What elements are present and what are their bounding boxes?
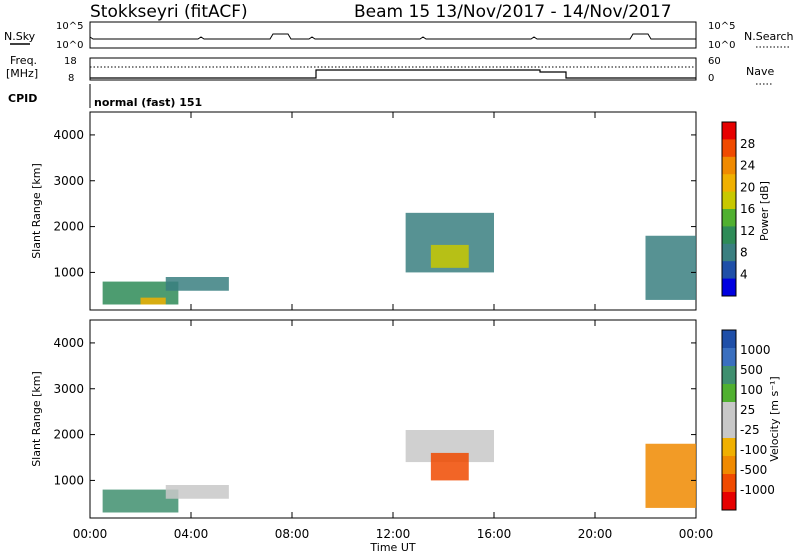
colorbar-tick-label: 100 bbox=[740, 383, 763, 397]
colorbar-tick-label: 8 bbox=[740, 246, 748, 260]
echo-region bbox=[102, 489, 179, 513]
colorbar-swatch bbox=[722, 456, 736, 475]
freq-unit: [MHz] bbox=[6, 67, 38, 80]
x-tick-label: 00:00 bbox=[73, 527, 108, 541]
nsky-trace bbox=[89, 33, 696, 43]
echo-region bbox=[165, 277, 229, 291]
colorbar-tick-label: -25 bbox=[740, 423, 760, 437]
colorbar-frame bbox=[721, 329, 737, 511]
nave-label: Nave bbox=[746, 65, 774, 78]
echo-region bbox=[430, 452, 469, 481]
velocity-ylabel: Slant Range [km] bbox=[30, 371, 43, 467]
nsky-tick-bottom: 10^0 bbox=[56, 40, 83, 51]
echo-region bbox=[430, 244, 469, 268]
colorbar-swatch bbox=[722, 348, 736, 367]
station-title: Stokkseyri (fitACF) bbox=[90, 2, 248, 22]
nsky-label: N.Sky bbox=[4, 30, 36, 43]
power-panel: 1000 2000 3000 4000 Slant Range [km] bbox=[30, 111, 697, 311]
time-xlabel: Time UT bbox=[369, 541, 415, 554]
colorbar-tick-label: 25 bbox=[740, 403, 755, 417]
x-tick-label: 20:00 bbox=[578, 527, 613, 541]
y-tick-label: 4000 bbox=[53, 336, 84, 350]
power-ylabel: Slant Range [km] bbox=[30, 163, 43, 259]
colorbar-tick-label: -1000 bbox=[740, 483, 775, 497]
colorbar-swatch bbox=[722, 402, 736, 421]
colorbar-swatch bbox=[722, 384, 736, 403]
colorbar-tick-label: 16 bbox=[740, 202, 755, 216]
nsearch-tick-bottom: 10^0 bbox=[708, 40, 735, 51]
power-echo-group bbox=[102, 212, 696, 305]
freq-panel bbox=[89, 57, 697, 81]
colorbar-swatch bbox=[722, 474, 736, 493]
y-tick-label: 2000 bbox=[53, 220, 84, 234]
y-tick-label: 1000 bbox=[53, 473, 84, 487]
x-tick-label: 16:00 bbox=[477, 527, 512, 541]
freq-tick-bottom: 8 bbox=[68, 73, 74, 84]
power-y-axis: 1000 2000 3000 4000 bbox=[53, 128, 696, 279]
power-colorbar: 28 24 20 16 12 8 4 bbox=[721, 121, 755, 297]
y-tick-label: 1000 bbox=[53, 265, 84, 279]
colorbar-swatch bbox=[722, 174, 736, 193]
nave-tick-top: 60 bbox=[708, 56, 721, 67]
colorbar-swatch bbox=[722, 366, 736, 385]
velocity-colorbar: 1000 500 100 25 -25 -100 -500 -1000 bbox=[721, 329, 775, 511]
colorbar-tick-label: -100 bbox=[740, 443, 767, 457]
power-colorbar-label: Power [dB] bbox=[758, 181, 771, 241]
freq-tick-top: 18 bbox=[64, 56, 77, 67]
time-x-axis: 00:00 04:00 08:00 12:00 16:00 20:00 00:00 bbox=[73, 112, 714, 541]
x-tick-label: 00:00 bbox=[679, 527, 714, 541]
colorbar-swatch bbox=[722, 420, 736, 439]
y-tick-label: 3000 bbox=[53, 174, 84, 188]
colorbar-swatch bbox=[722, 243, 736, 262]
nsearch-tick-top: 10^5 bbox=[708, 21, 735, 32]
nave-tick-bottom: 0 bbox=[708, 73, 714, 84]
echo-region bbox=[645, 235, 696, 300]
colorbar-tick-label: 4 bbox=[740, 267, 748, 281]
colorbar-tick-label: -500 bbox=[740, 463, 767, 477]
nsky-tick-top: 10^5 bbox=[56, 21, 83, 32]
cpid-value: normal (fast) 151 bbox=[94, 96, 202, 109]
colorbar-swatch bbox=[722, 139, 736, 158]
x-tick-label: 08:00 bbox=[275, 527, 310, 541]
nsky-panel bbox=[89, 21, 697, 49]
beam-date-title: Beam 15 13/Nov/2017 - 14/Nov/2017 bbox=[354, 2, 672, 22]
x-tick-label: 12:00 bbox=[376, 527, 411, 541]
velocity-y-axis: 1000 2000 3000 4000 bbox=[53, 336, 696, 487]
freq-label: Freq. bbox=[10, 54, 37, 67]
colorbar-tick-label: 500 bbox=[740, 363, 763, 377]
velocity-colorbar-label: Velocity [m s⁻¹] bbox=[768, 376, 781, 461]
freq-trace bbox=[90, 69, 696, 79]
colorbar-swatch bbox=[722, 191, 736, 210]
cpid-label: CPID bbox=[8, 92, 37, 105]
colorbar-swatch bbox=[722, 278, 736, 297]
nsearch-label: N.Search bbox=[744, 30, 794, 43]
colorbar-swatch bbox=[722, 226, 736, 245]
velocity-echo-group bbox=[102, 430, 696, 513]
colorbar-swatch bbox=[722, 438, 736, 457]
colorbar-swatch bbox=[722, 156, 736, 175]
x-tick-label: 04:00 bbox=[174, 527, 209, 541]
y-tick-label: 3000 bbox=[53, 382, 84, 396]
colorbar-tick-label: 24 bbox=[740, 159, 755, 173]
colorbar-swatch bbox=[722, 209, 736, 227]
colorbar-tick-label: 20 bbox=[740, 180, 755, 194]
colorbar-frame bbox=[721, 121, 737, 297]
colorbar-tick-label: 28 bbox=[740, 137, 755, 151]
echo-region bbox=[645, 443, 696, 508]
y-tick-label: 2000 bbox=[53, 428, 84, 442]
colorbar-swatch bbox=[722, 330, 736, 349]
velocity-panel: 1000 2000 3000 4000 Slant Range [km] bbox=[30, 319, 697, 519]
echo-region bbox=[140, 297, 166, 305]
colorbar-swatch bbox=[722, 261, 736, 280]
colorbar-swatch bbox=[722, 492, 736, 511]
echo-region bbox=[165, 485, 229, 499]
colorbar-tick-label: 12 bbox=[740, 224, 755, 238]
colorbar-swatch bbox=[722, 122, 736, 140]
colorbar-tick-label: 1000 bbox=[740, 343, 771, 357]
y-tick-label: 4000 bbox=[53, 128, 84, 142]
